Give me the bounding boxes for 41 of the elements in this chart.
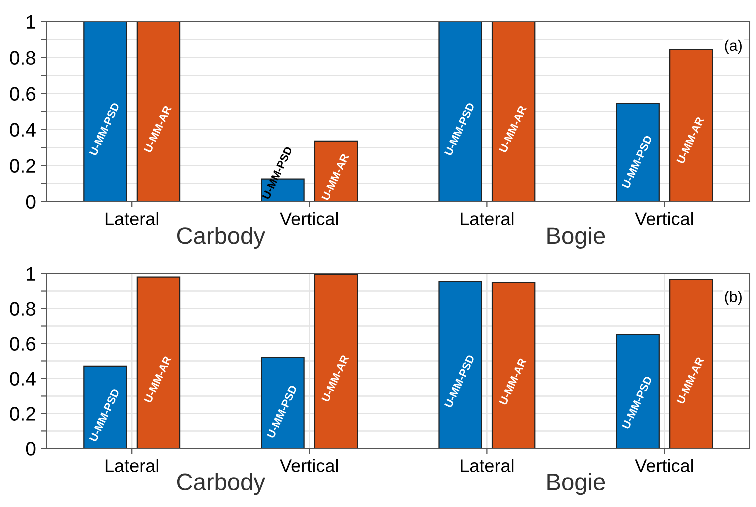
y-tick-label: 1: [27, 267, 36, 281]
x-tick-label: Vertical: [635, 212, 694, 226]
bar: [670, 49, 714, 202]
text: Carbody: [177, 473, 266, 496]
text: Bogie: [548, 226, 606, 249]
text: Carbody: [177, 226, 266, 249]
y-tick-label: 0.8: [10, 51, 36, 66]
y-tick-label: 0: [26, 442, 36, 456]
y-tick-label: 0.4: [10, 123, 36, 138]
x-tick-label: Vertical: [280, 459, 338, 472]
text: Bogie: [548, 473, 606, 496]
bar: [438, 22, 482, 202]
bar: [492, 282, 536, 449]
y-tick-label: 1: [27, 15, 36, 29]
y-tick-label: 0.2: [10, 407, 36, 421]
x-tick-label: Vertical: [280, 212, 338, 226]
bar: [314, 274, 358, 449]
y-tick-label: 0.4: [10, 372, 36, 386]
x-tick-label: Lateral: [106, 212, 158, 226]
bar: [136, 276, 181, 449]
x-tick-label: Vertical: [635, 459, 694, 472]
x-tick-label: Lateral: [461, 459, 514, 472]
bar: [84, 366, 128, 449]
y-tick-label: 0.6: [10, 87, 36, 102]
bar: [670, 279, 714, 449]
y-tick-label: 0.2: [10, 159, 36, 174]
bar: [314, 140, 358, 202]
y-tick-label: 0.8: [10, 302, 36, 316]
bar: [261, 357, 305, 449]
x-tick-label: Lateral: [461, 212, 514, 226]
bar: [438, 281, 482, 449]
y-tick-label: 0: [26, 195, 36, 210]
bar: [616, 103, 660, 202]
y-tick-label: 0.6: [10, 337, 36, 351]
bar: [136, 22, 181, 202]
bar: [492, 22, 536, 202]
x-tick-label: Lateral: [106, 459, 158, 472]
bar: [84, 22, 128, 202]
bar: [616, 334, 660, 449]
annotation: (b): [725, 291, 742, 306]
annotation: (a): [725, 40, 742, 54]
